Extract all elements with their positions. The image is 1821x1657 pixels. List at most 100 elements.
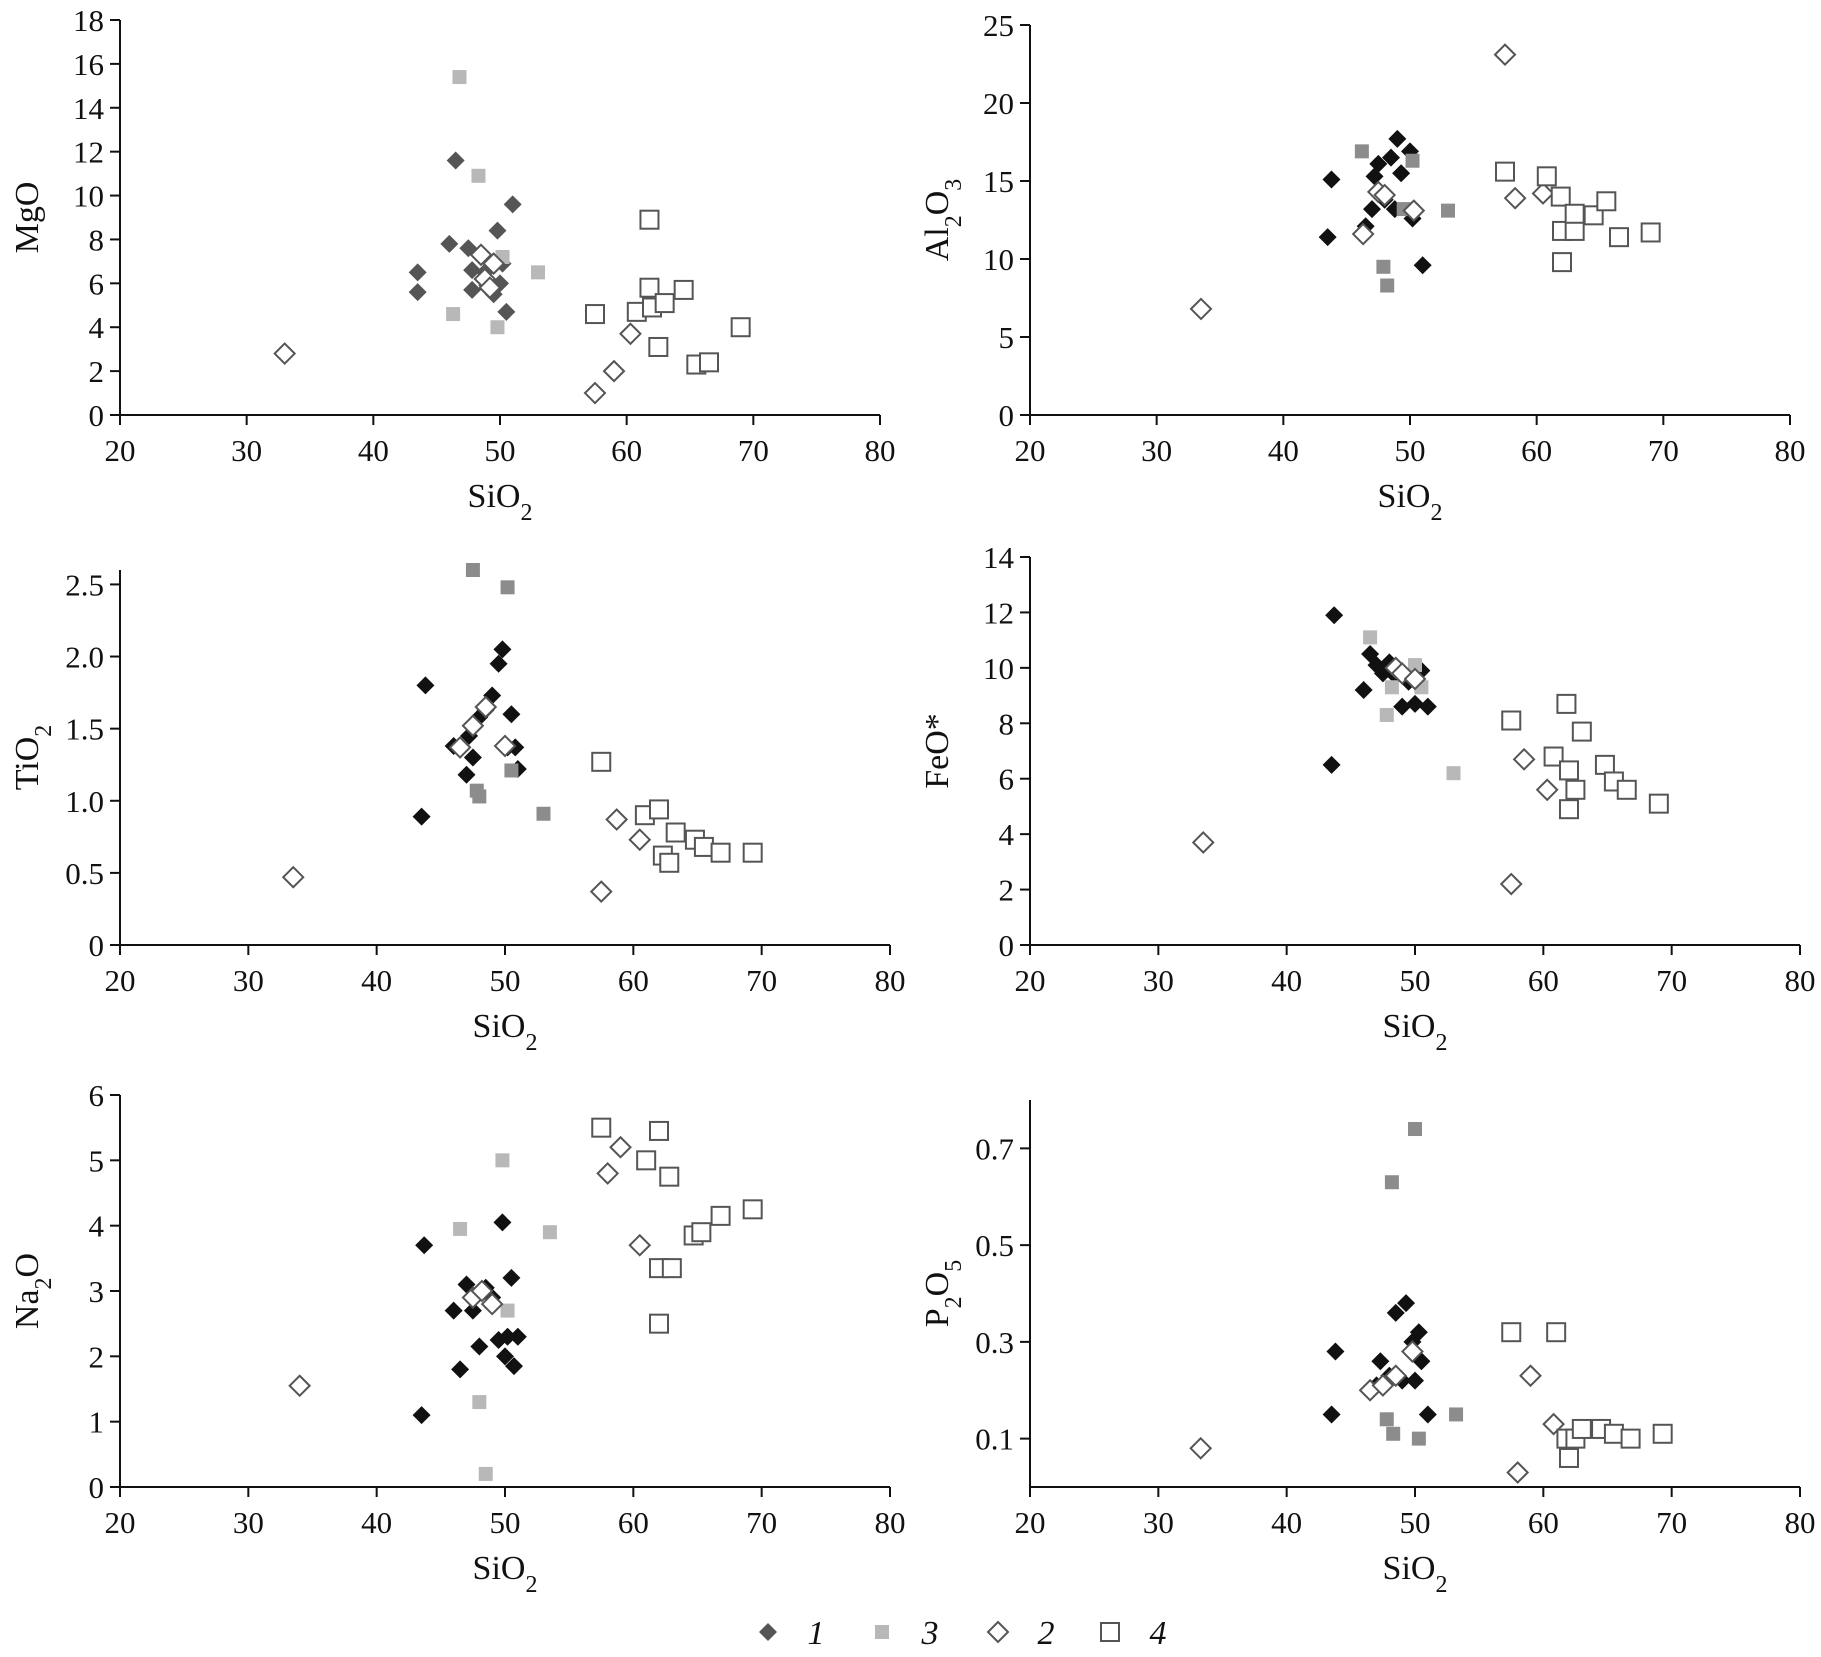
x-tick-label: 40	[361, 1505, 392, 1540]
data-point-series-3	[1380, 278, 1395, 293]
y-tick-label: 2	[89, 1339, 105, 1374]
x-tick-label: 60	[618, 1505, 649, 1540]
data-point-series-2	[281, 865, 305, 889]
data-point-series-2	[619, 322, 642, 346]
legend-marker-1	[759, 1623, 777, 1641]
data-point-series-4	[742, 842, 763, 863]
chart-p2o5: 20 30 40 50 60 70 80 0.1 0.3 0.5 0.7 SiO2 P2O5	[919, 1100, 1816, 1598]
x-tick-label: 70	[1656, 1505, 1687, 1540]
y-tick-label: 1	[89, 1405, 105, 1440]
chart-tio2: 20 30 40 50 60 70 80 0 0.5 1.0 1.5 2.0 2.5 SiO2 TiO2	[9, 563, 906, 1056]
data-point-series-3	[1449, 1407, 1464, 1422]
data-point-series-4	[649, 1313, 669, 1334]
legend-label-3: 3	[921, 1615, 939, 1652]
y-tick-label: 4	[89, 1209, 105, 1244]
data-point-series-4	[1559, 1447, 1579, 1468]
data-point-series-4	[1564, 203, 1585, 224]
data-point-series-1	[451, 1360, 470, 1379]
x-tick-label: 80	[1785, 1505, 1816, 1540]
data-point-series-1	[415, 1236, 434, 1255]
y-tick-label: 1.0	[65, 784, 104, 819]
y-tick-label: 2	[89, 354, 105, 389]
x-tick-label: 20	[1015, 963, 1046, 998]
data-point-series-2	[605, 808, 629, 831]
data-point-series-1	[463, 280, 482, 299]
x-tick-label: 50	[1395, 433, 1426, 468]
data-point-series-1	[1322, 1405, 1341, 1424]
y-tick-label: 0.7	[975, 1131, 1014, 1166]
data-point-series-2	[628, 1233, 652, 1257]
data-point-series-4	[1571, 721, 1592, 742]
y-tick-label: 4	[999, 817, 1015, 852]
data-point-series-1	[504, 1357, 523, 1376]
data-point-series-4	[665, 822, 686, 843]
data-point-series-2	[1512, 747, 1536, 771]
data-point-series-2	[482, 252, 506, 275]
y-tick-label: 6	[89, 1078, 105, 1113]
data-point-series-4	[1495, 161, 1515, 182]
y-tick-label: 5	[999, 320, 1015, 355]
data-point-series-2	[478, 276, 502, 300]
data-point-series-3	[452, 70, 467, 85]
chart-al2o3: 20 30 40 50 60 70 80 0 5 10 15 20 25 SiO2 Al2O3	[919, 8, 1806, 526]
data-point-series-2	[1506, 1461, 1530, 1484]
data-point-series-2	[602, 359, 626, 383]
y-tick-label: 2.5	[65, 567, 104, 602]
data-point-series-4	[1564, 220, 1585, 241]
data-point-series-2	[1535, 778, 1559, 802]
data-point-series-4	[636, 1150, 657, 1171]
data-point-series-2	[583, 381, 607, 405]
data-point-series-1	[1363, 200, 1381, 219]
data-point-series-4	[691, 1222, 712, 1243]
data-point-series-1	[463, 1301, 482, 1320]
data-point-series-3	[1363, 630, 1378, 645]
y-tick-label: 1.5	[65, 712, 104, 747]
data-point-series-4	[1559, 799, 1579, 820]
data-point-series-3	[446, 307, 461, 322]
x-axis-title: SiO2	[1383, 1008, 1448, 1056]
data-point-series-3	[1408, 658, 1422, 673]
y-tick-label: 8	[89, 222, 105, 257]
y-tick-label: 0.5	[975, 1228, 1014, 1263]
data-point-series-3	[453, 1221, 468, 1236]
data-point-series-4	[639, 277, 660, 298]
data-point-series-1	[444, 1301, 463, 1320]
data-point-series-4	[1565, 779, 1586, 800]
x-tick-label: 40	[1271, 1505, 1302, 1540]
data-point-series-1	[1371, 1352, 1390, 1371]
data-point-series-1	[412, 1406, 431, 1425]
data-point-series-2	[461, 714, 485, 738]
y-tick-label: 12	[983, 595, 1014, 630]
chart-mgo: 20 30 40 50 60 70 80 0 2 4 6 8 10 12 14 16 18 SiO2 MgO	[9, 3, 896, 526]
data-point-series-3	[531, 265, 545, 280]
data-point-series-1	[496, 1347, 514, 1366]
data-point-series-1	[1418, 697, 1437, 716]
data-point-series-4	[591, 751, 612, 772]
data-point-series-2	[469, 243, 493, 267]
x-axis-title: SiO2	[1378, 478, 1443, 526]
y-axis-title: P2O5	[919, 1260, 967, 1327]
legend-marker-4	[1100, 1622, 1120, 1642]
data-point-series-2	[1519, 1364, 1542, 1388]
chart-feo: 20 30 40 50 60 70 80 0 2 4 6 8 10 12 14 SiO2 FeO*	[919, 540, 1816, 1056]
data-point-series-1	[503, 195, 522, 214]
x-axis-title: SiO2	[473, 1550, 538, 1598]
data-point-series-3	[478, 1466, 493, 1481]
y-tick-label: 18	[73, 3, 104, 38]
y-axis-title: MgO	[9, 182, 46, 254]
data-point-series-1	[1354, 681, 1373, 700]
data-point-series-2	[470, 1279, 494, 1303]
data-point-series-1	[416, 676, 435, 695]
y-tick-label: 15	[983, 164, 1014, 199]
data-point-series-4	[1609, 227, 1629, 248]
data-point-series-1	[1388, 129, 1407, 148]
data-point-series-1	[412, 807, 431, 826]
x-tick-label: 20	[105, 433, 136, 468]
x-axis-title: SiO2	[1383, 1550, 1448, 1598]
legend-marker-2	[986, 1620, 1010, 1644]
data-point-series-2	[609, 1135, 632, 1159]
data-point-series-1	[1322, 170, 1341, 189]
x-tick-label: 80	[875, 963, 906, 998]
data-point-series-2	[1191, 831, 1215, 854]
